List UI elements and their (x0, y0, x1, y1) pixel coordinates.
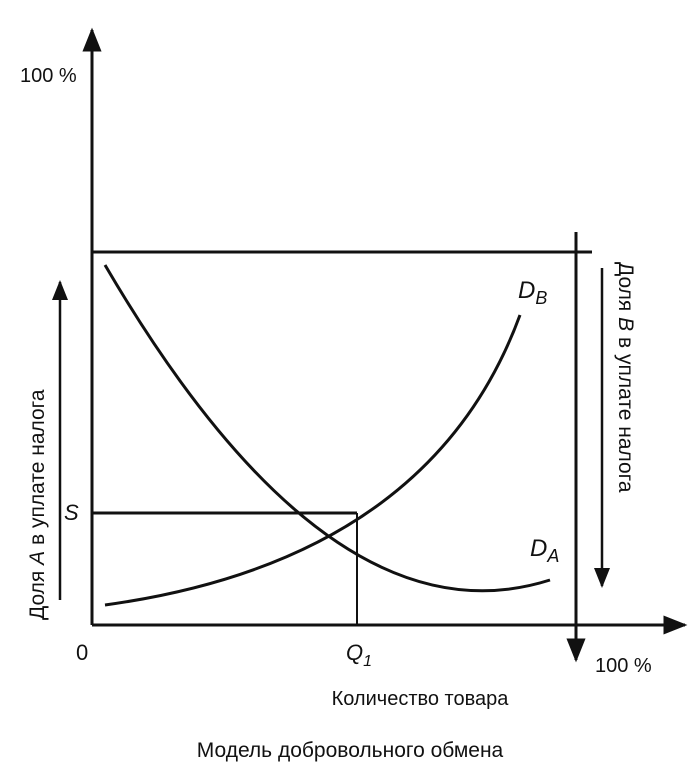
equilibrium-quantity-label: Q1 (346, 640, 372, 670)
share-b-label: Доля B в уплате налога (614, 262, 637, 493)
equilibrium-price-label: S (64, 500, 79, 525)
diagram-caption: Модель добровольного обмена (197, 739, 504, 762)
y-top-label: 100 % (20, 65, 77, 87)
share-a-label: Доля A в уплате налога (26, 389, 49, 620)
demand-curve-a (103, 264, 551, 593)
origin-label: 0 (76, 640, 88, 665)
demand-curve-b (104, 314, 522, 607)
curve-b-label: DB (518, 277, 547, 308)
x-axis-label: Количество товара (332, 688, 510, 710)
x-right-label: 100 % (595, 655, 652, 677)
curve-a-label: DA (530, 535, 559, 566)
